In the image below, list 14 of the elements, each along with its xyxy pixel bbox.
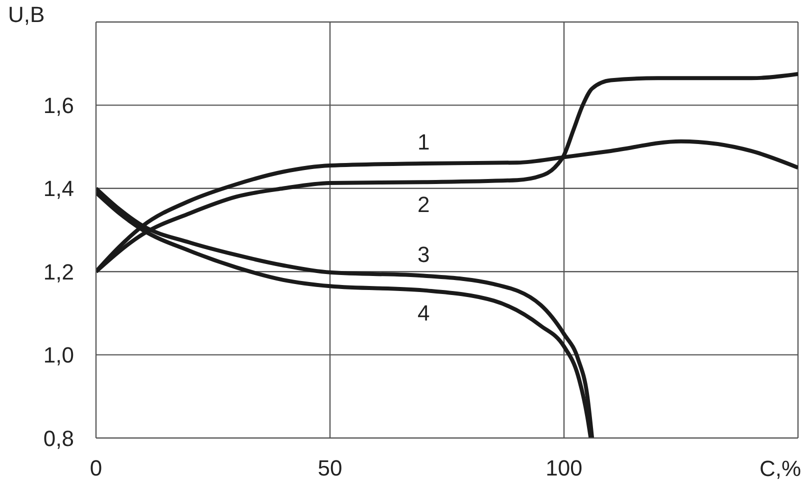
series-label: 2	[417, 192, 430, 218]
x-tick-label: 0	[90, 456, 102, 481]
y-tick-label: 1,4	[43, 176, 74, 202]
series-label: 1	[417, 129, 430, 154]
series-label: 4	[417, 300, 430, 326]
x-axis-title: C,%	[759, 456, 801, 482]
y-tick-label: 1,2	[43, 259, 74, 284]
y-axis-title: U,B	[8, 2, 45, 28]
y-tick-label: 1,6	[43, 93, 74, 118]
x-tick-label: 100	[546, 456, 582, 481]
y-tick-label: 1,0	[43, 342, 74, 368]
y-tick-label: 0,8	[43, 426, 74, 451]
series-label: 3	[417, 242, 430, 267]
x-tick-label: 50	[318, 456, 342, 481]
